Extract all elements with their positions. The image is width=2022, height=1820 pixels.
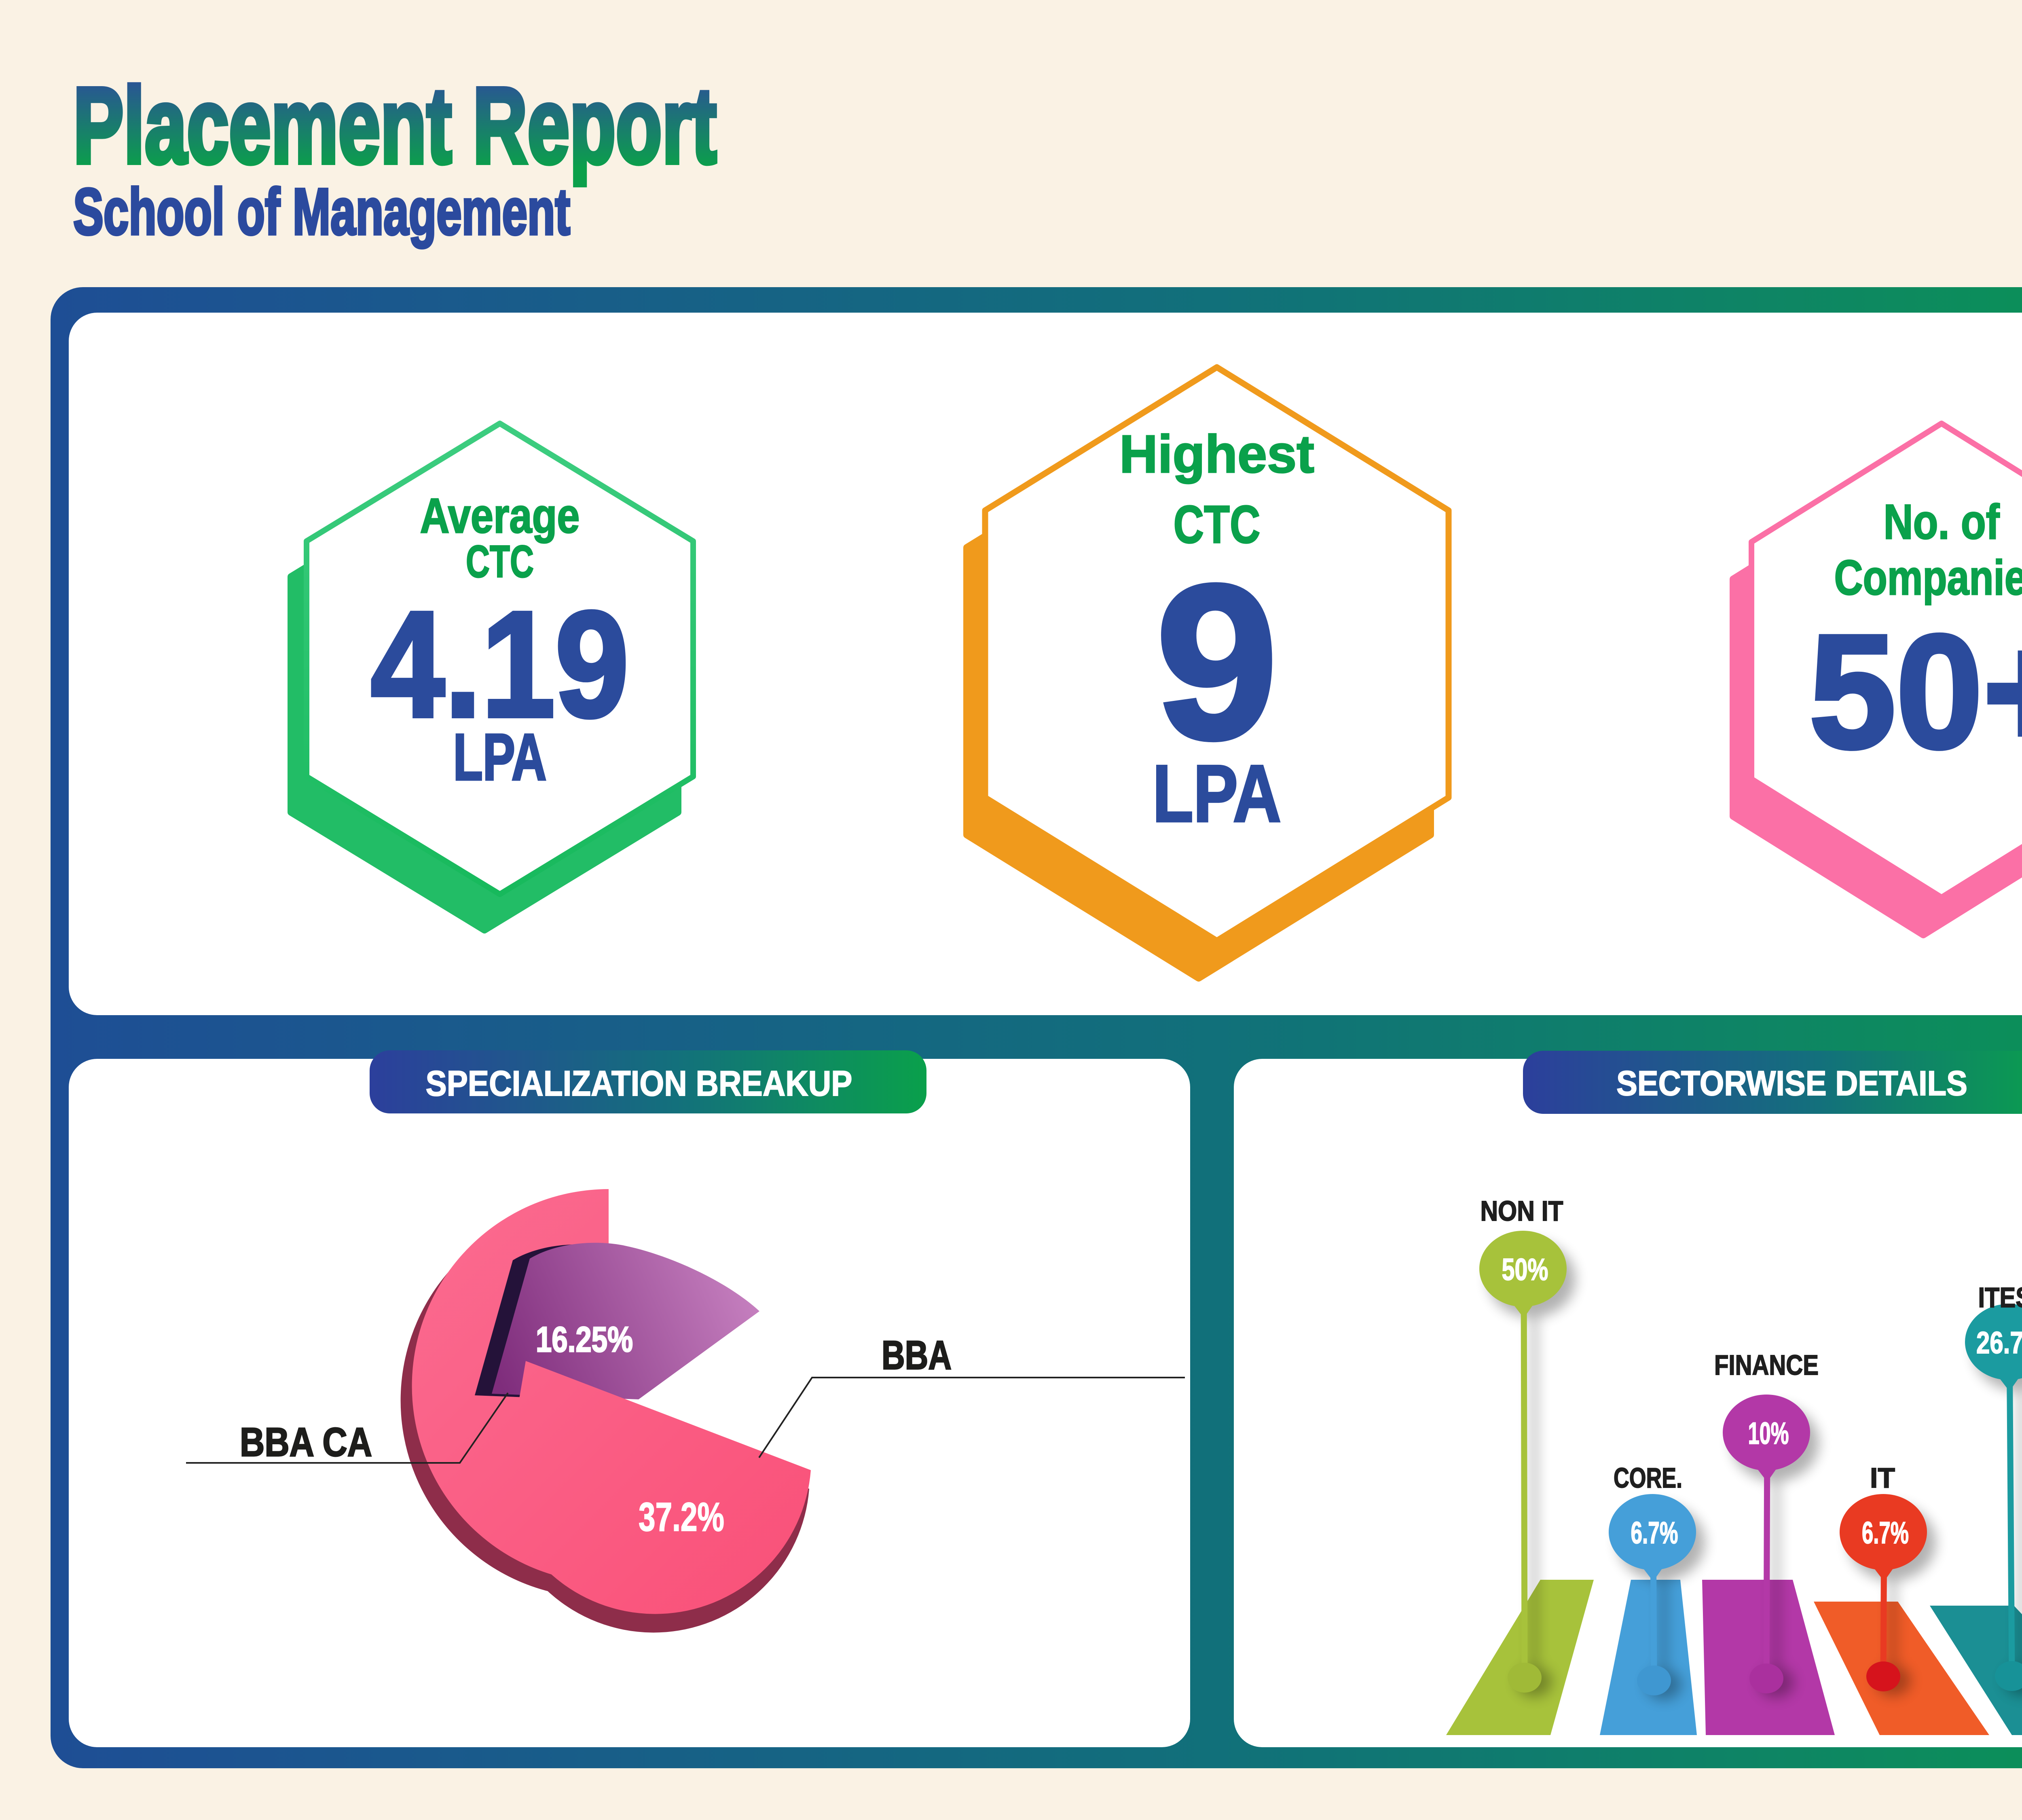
svg-text:6.7%: 6.7% bbox=[1631, 1516, 1678, 1550]
svg-text:LPA: LPA bbox=[1153, 749, 1281, 839]
svg-text:50+: 50+ bbox=[1809, 601, 2022, 782]
svg-text:CTC: CTC bbox=[1174, 495, 1261, 554]
svg-text:ITES.: ITES. bbox=[1978, 1282, 2022, 1313]
svg-text:6.7%: 6.7% bbox=[1862, 1516, 1909, 1550]
svg-text:37.2%: 37.2% bbox=[639, 1494, 724, 1540]
svg-text:School of Management: School of Management bbox=[73, 175, 570, 248]
svg-text:Average: Average bbox=[420, 488, 580, 543]
svg-text:BBA: BBA bbox=[882, 1333, 952, 1378]
svg-text:50%: 50% bbox=[1502, 1253, 1548, 1287]
svg-text:4.19: 4.19 bbox=[371, 580, 629, 748]
svg-text:Companies: Companies bbox=[1834, 550, 2022, 605]
svg-text:16.25%: 16.25% bbox=[536, 1319, 633, 1359]
svg-text:NON IT: NON IT bbox=[1481, 1195, 1563, 1227]
svg-text:LPA: LPA bbox=[453, 720, 547, 794]
svg-text:FINANCE: FINANCE bbox=[1714, 1349, 1819, 1381]
svg-text:BBA CA: BBA CA bbox=[240, 1420, 372, 1465]
svg-text:Placement Report: Placement Report bbox=[73, 66, 717, 186]
svg-text:26.7%: 26.7% bbox=[1976, 1326, 2022, 1360]
svg-text:Highest: Highest bbox=[1119, 424, 1314, 484]
svg-text:CORE.: CORE. bbox=[1614, 1462, 1682, 1494]
svg-text:9: 9 bbox=[1156, 539, 1277, 784]
svg-text:SECTORWISE DETAILS: SECTORWISE DETAILS bbox=[1616, 1064, 1967, 1103]
svg-text:CTC: CTC bbox=[466, 536, 534, 587]
svg-text:No. of: No. of bbox=[1884, 494, 2000, 549]
svg-text:IT: IT bbox=[1870, 1462, 1895, 1494]
svg-text:10%: 10% bbox=[1748, 1416, 1789, 1451]
svg-text:SPECIALIZATION BREAKUP: SPECIALIZATION BREAKUP bbox=[426, 1063, 852, 1103]
